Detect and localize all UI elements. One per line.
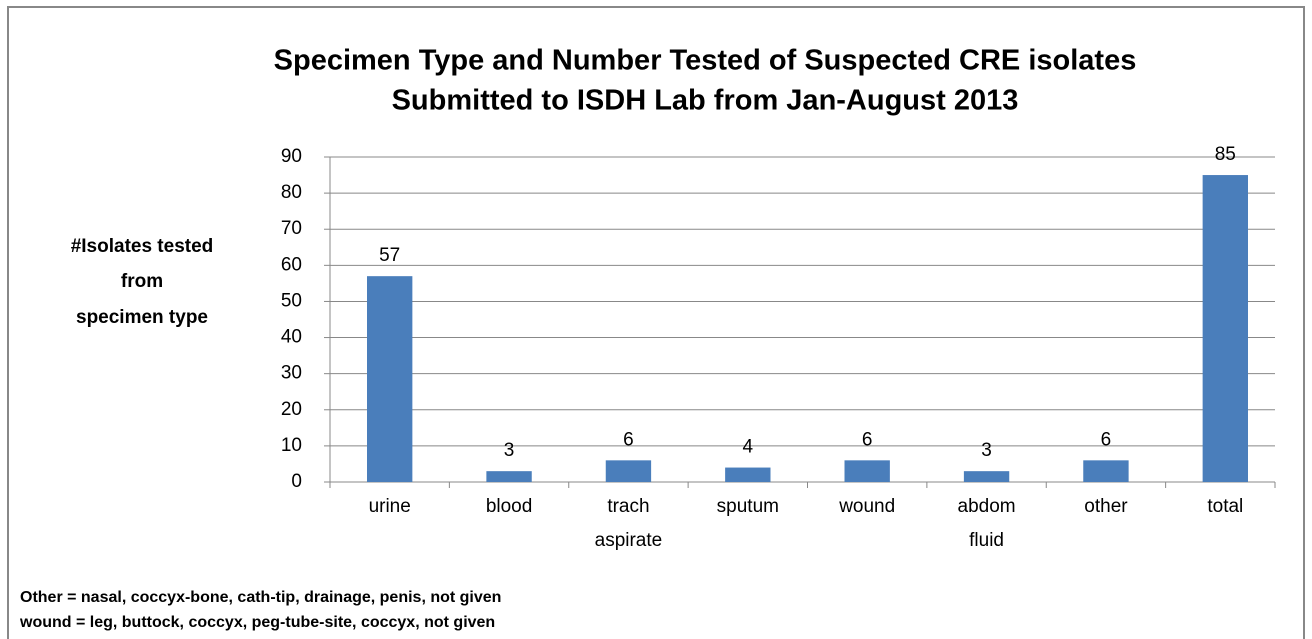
data-label: 85 [1215,144,1236,165]
y-axis-label: #Isolates tested [71,236,214,257]
bar [844,460,890,482]
y-tick-label: 50 [281,290,302,311]
y-axis-label: from [121,271,163,292]
bar [1202,175,1248,483]
y-tick-label: 20 [281,399,302,420]
y-tick-label: 30 [281,363,302,384]
data-label: 57 [379,245,400,266]
bar [486,471,532,482]
bar [1083,460,1129,482]
chart-title: Specimen Type and Number Tested of Suspe… [274,45,1137,77]
y-tick-label: 0 [291,471,302,492]
x-tick-label: sputum [717,496,779,517]
y-axis-label: specimen type [76,307,208,328]
x-tick-label: urine [369,496,411,517]
data-label: 3 [981,440,992,461]
y-tick-label: 70 [281,218,302,239]
data-label: 6 [623,429,634,450]
footnote: Other = nasal, coccyx-bone, cath-tip, dr… [20,589,501,606]
y-tick-label: 80 [281,182,302,203]
data-label: 6 [1101,429,1112,450]
chart-title: Submitted to ISDH Lab from Jan-August 20… [392,85,1019,117]
x-tick-label: blood [486,496,533,517]
bar [367,276,413,482]
y-tick-label: 40 [281,327,302,348]
y-tick-label: 10 [281,435,302,456]
data-label: 3 [504,440,515,461]
x-tick-label: wound [838,496,895,517]
x-tick-label: total [1207,496,1243,517]
x-tick-label: other [1084,496,1128,517]
x-tick-label: trach aspirate [595,496,663,551]
frame [7,6,1305,639]
bar [963,471,1010,482]
footnote: wound = leg, buttock, coccyx, peg-tube-s… [19,614,495,631]
data-label: 6 [862,429,873,450]
bar [605,460,652,482]
bar [725,467,771,482]
y-tick-label: 90 [281,146,302,167]
y-tick-label: 60 [281,254,302,275]
data-label: 4 [743,437,754,458]
x-tick-label: abdom fluid [958,496,1016,551]
